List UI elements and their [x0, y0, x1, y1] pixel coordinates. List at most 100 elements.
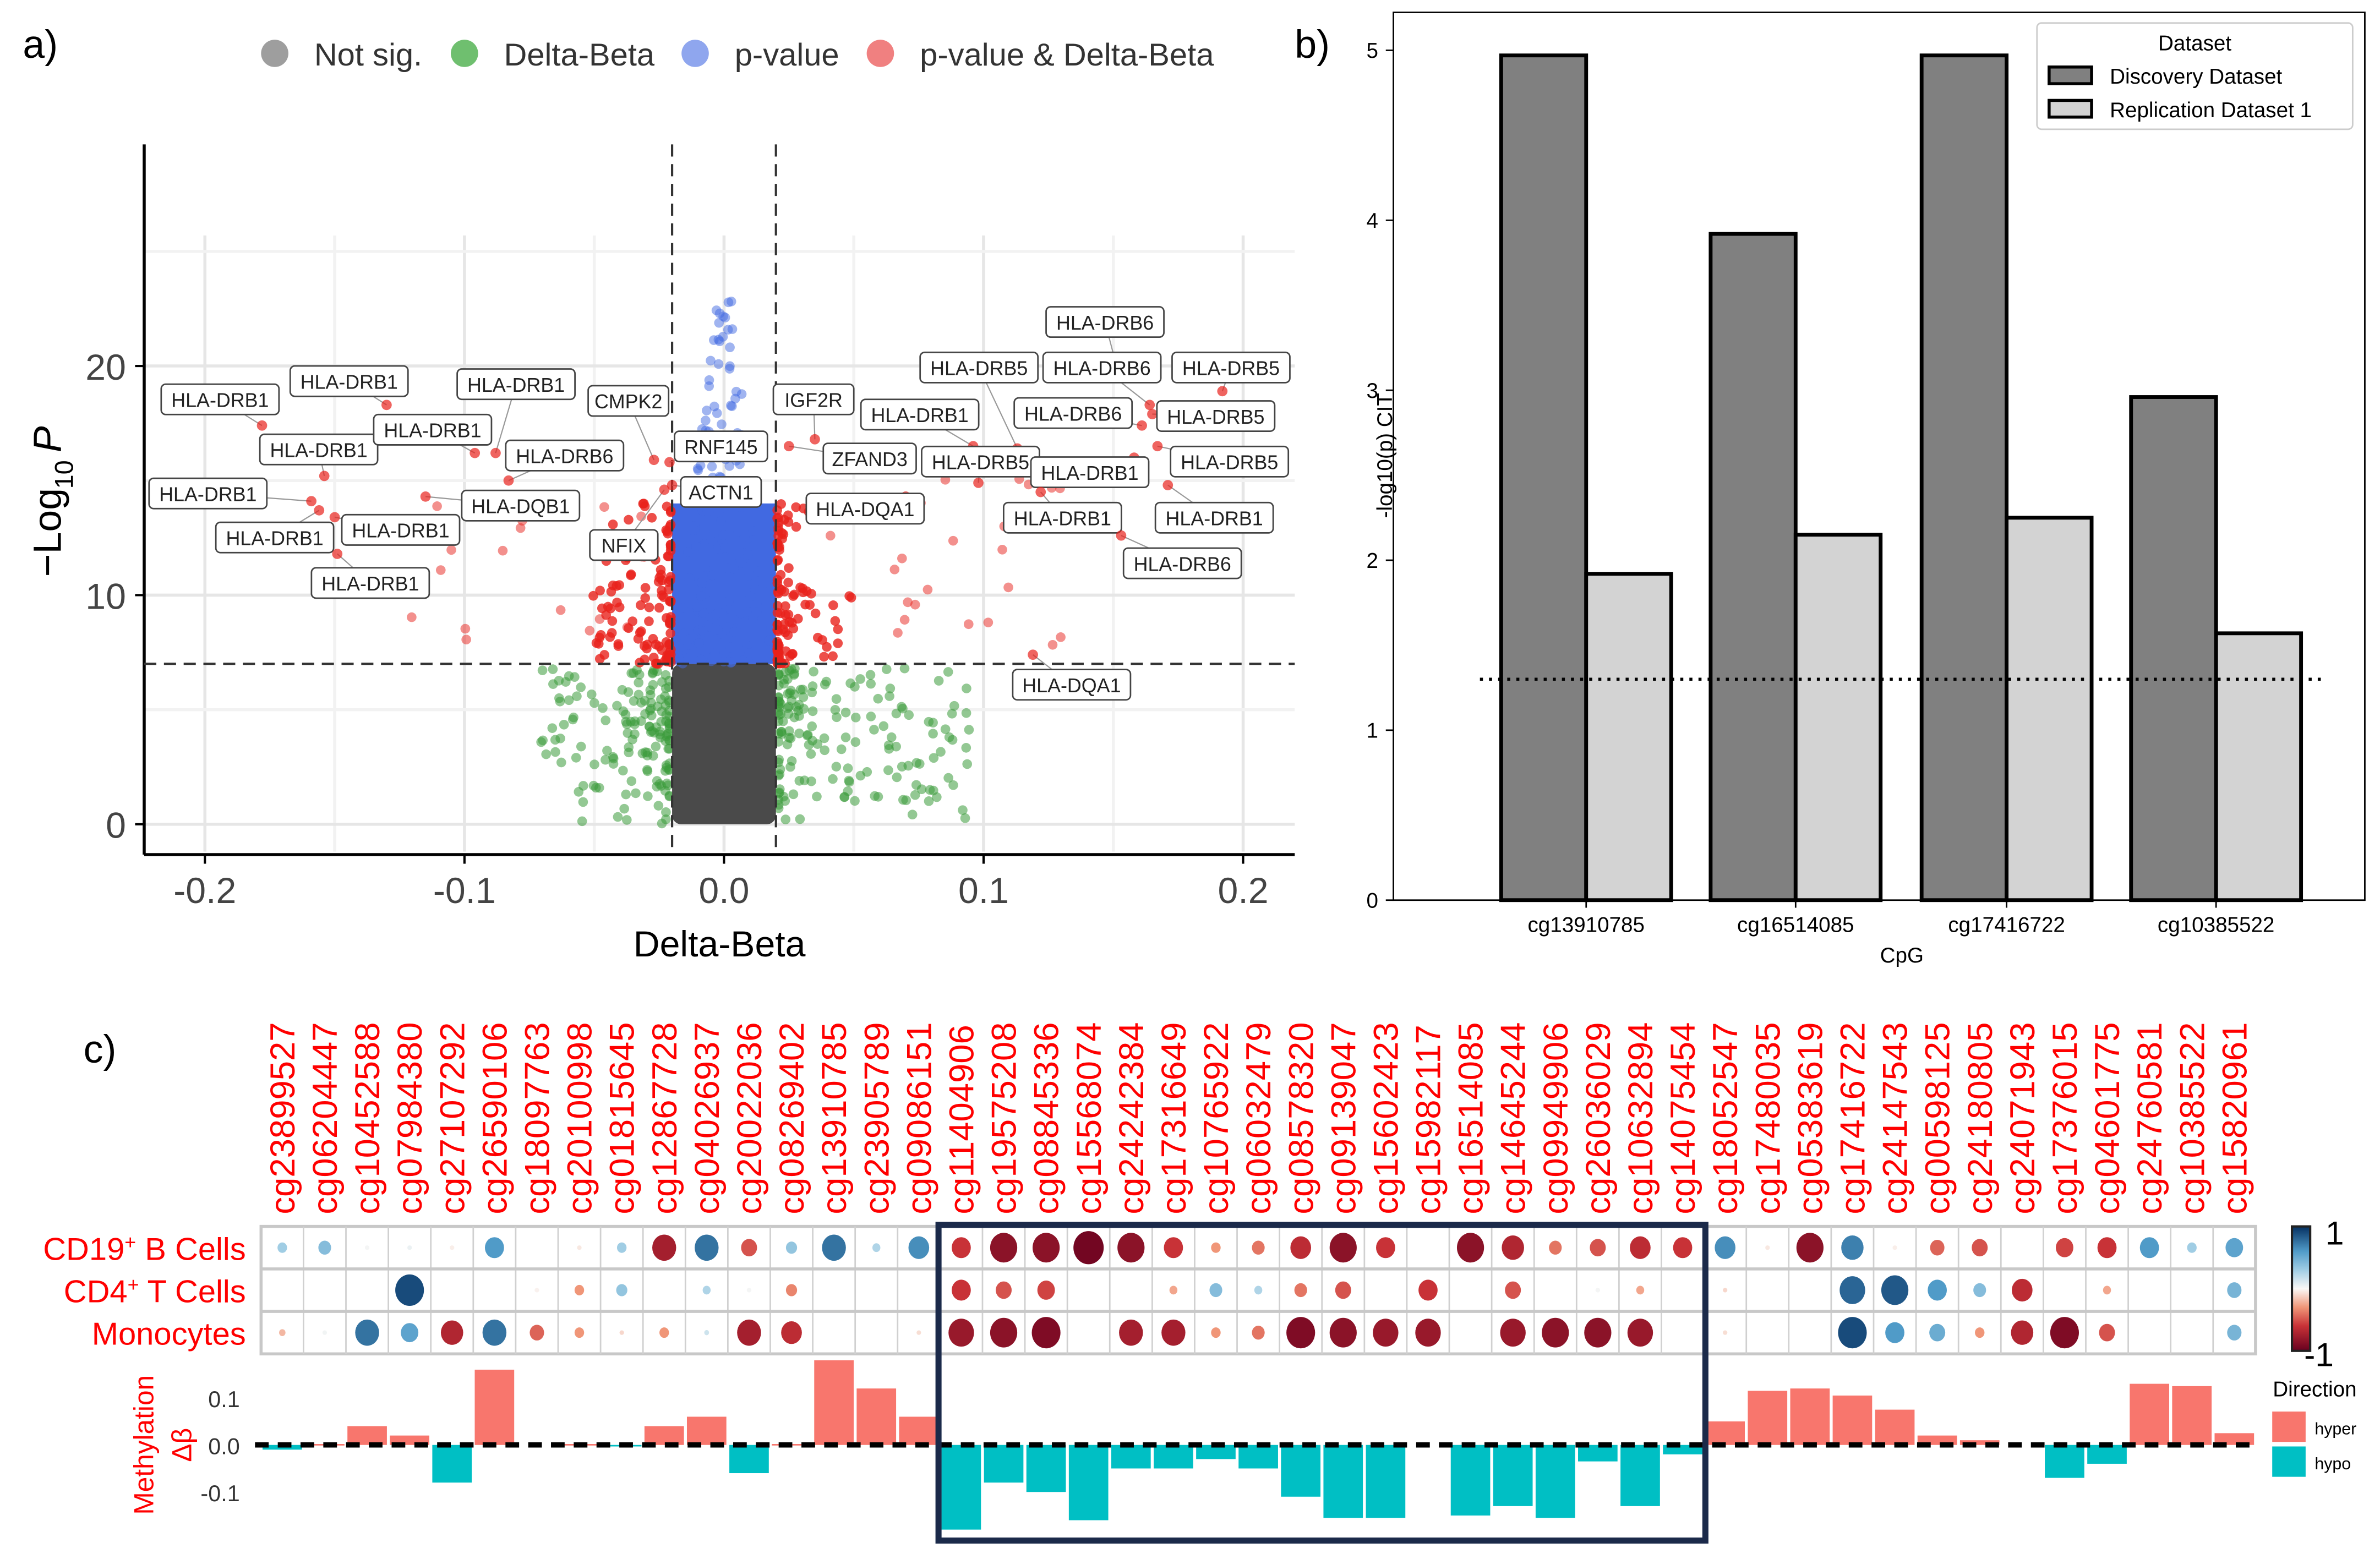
correlation-circle: [616, 1284, 627, 1297]
volcano-point: [589, 698, 599, 708]
y-tick-label: 0.0: [208, 1434, 240, 1459]
volcano-point: [793, 705, 803, 716]
volcano-point: [773, 729, 784, 739]
direction-legend-title: Direction: [2273, 1377, 2356, 1401]
delta-beta-bar-hyper: [856, 1388, 897, 1445]
gene-label: HLA-DRB5: [1181, 452, 1278, 474]
volcano-point: [665, 595, 676, 606]
cpg-column-label: cg16514085: [1452, 1022, 1491, 1214]
volcano-point: [608, 519, 618, 529]
labeled-point: [1116, 530, 1127, 541]
volcano-point: [701, 415, 711, 426]
delta-beta-bar-hyper: [1790, 1388, 1830, 1445]
volcano-point: [783, 577, 793, 588]
volcano-point: [613, 639, 624, 649]
y-tick-label: 3: [1366, 379, 1378, 403]
colorbar-min-label: -1: [2304, 1336, 2334, 1373]
correlation-circle: [1973, 1283, 1986, 1298]
panel-b-cit-bar-chart: 0 1 2 3 4 5 cg13910785 cg16514085 cg17416722 cg10…: [1366, 12, 2366, 967]
bar-discovery: [1919, 53, 2009, 902]
cpg-column-label: cg06032479: [1240, 1022, 1278, 1214]
volcano-point: [727, 401, 737, 411]
labeled-point: [1152, 441, 1163, 452]
labeled-point: [648, 455, 659, 466]
volcano-point: [647, 513, 657, 523]
cpg-column-label: cg23899527: [264, 1022, 302, 1214]
volcano-point: [948, 535, 958, 546]
gene-label-box: [259, 433, 379, 466]
correlation-circle: [1211, 1242, 1221, 1253]
volcano-point: [898, 703, 908, 714]
gene-label-box: [587, 385, 670, 417]
correlation-circle: [574, 1284, 585, 1295]
delta-beta-bar-hyper: [347, 1426, 387, 1445]
legend-label: Discovery Dataset: [2110, 65, 2282, 89]
delta-beta-bar-hypo: [2045, 1445, 2084, 1478]
volcano-point: [640, 747, 651, 757]
volcano-point: [843, 763, 853, 773]
legend-label: p-value: [735, 37, 839, 73]
correlation-circle: [1892, 1245, 1897, 1250]
volcano-point: [961, 708, 971, 718]
labeled-point: [319, 471, 330, 482]
volcano-point: [836, 744, 847, 754]
gene-label: HLA-DRB6: [1134, 553, 1231, 575]
volcano-point: [712, 408, 722, 418]
row-label-tail: T Cells: [139, 1274, 246, 1310]
cpg-column-label: cg10632894: [1622, 1022, 1660, 1214]
delta-beta-bar-hypo: [1026, 1445, 1066, 1492]
correlation-circle: [450, 1245, 455, 1250]
volcano-point: [897, 553, 907, 564]
volcano-point: [709, 527, 719, 538]
volcano-point: [555, 734, 565, 743]
volcano-point: [594, 783, 604, 793]
volcano-point: [612, 598, 622, 608]
row-label-tail: B Cells: [136, 1232, 246, 1267]
volcano-point: [743, 550, 753, 560]
cpg-column-label: cg09139047: [1324, 1022, 1363, 1214]
panel-label-a: a): [23, 23, 58, 67]
cpg-column-label: cg15982117: [1410, 1025, 1448, 1214]
volcano-point: [594, 614, 605, 624]
cpg-column-label: cg17376015: [2046, 1022, 2084, 1214]
cpg-column-label: cg23905789: [858, 1022, 896, 1214]
gene-label-box: [1156, 400, 1276, 432]
correlation-circle: [2103, 1286, 2111, 1295]
volcano-point: [498, 545, 508, 556]
labeled-point: [420, 491, 431, 502]
volcano-point: [630, 729, 640, 739]
volcano-point: [696, 591, 706, 601]
gene-label: HLA-DRB5: [932, 452, 1029, 474]
gene-label-box: [822, 442, 917, 475]
delta-beta-bar-hyper: [1748, 1391, 1788, 1445]
volcano-point: [795, 814, 805, 824]
correlation-circle: [2099, 1323, 2115, 1342]
legend-marker: [261, 40, 288, 67]
correlation-circle: [1549, 1240, 1562, 1255]
cpg-column-label: cg07984380: [391, 1022, 429, 1214]
gene-label-box: [1154, 501, 1274, 534]
cpg-column-label: cg10765922: [1197, 1022, 1236, 1214]
delta-beta-bar-hyper: [2214, 1433, 2255, 1445]
volcano-point: [831, 694, 842, 704]
gene-label: ZFAND3: [832, 448, 907, 471]
volcano-point: [707, 461, 717, 472]
volcano-point: [949, 701, 959, 711]
volcano-point: [898, 795, 908, 805]
volcano-point: [564, 695, 574, 705]
volcano-point: [922, 584, 933, 595]
volcano-point: [839, 792, 850, 802]
volcano-point: [617, 685, 627, 695]
correlation-circle: [616, 1242, 627, 1253]
volcano-point: [708, 335, 719, 345]
volcano-point: [866, 712, 876, 721]
highlight-box: [935, 1222, 1708, 1544]
cpg-column-label: cg15568074: [1070, 1022, 1109, 1214]
correlation-circle: [2056, 1238, 2073, 1257]
volcano-point: [601, 754, 610, 765]
volcano-point: [595, 586, 605, 596]
volcano-point: [830, 705, 840, 715]
correlation-circle: [1073, 1231, 1104, 1265]
volcano-point: [629, 696, 639, 706]
volcano-point: [656, 565, 666, 575]
